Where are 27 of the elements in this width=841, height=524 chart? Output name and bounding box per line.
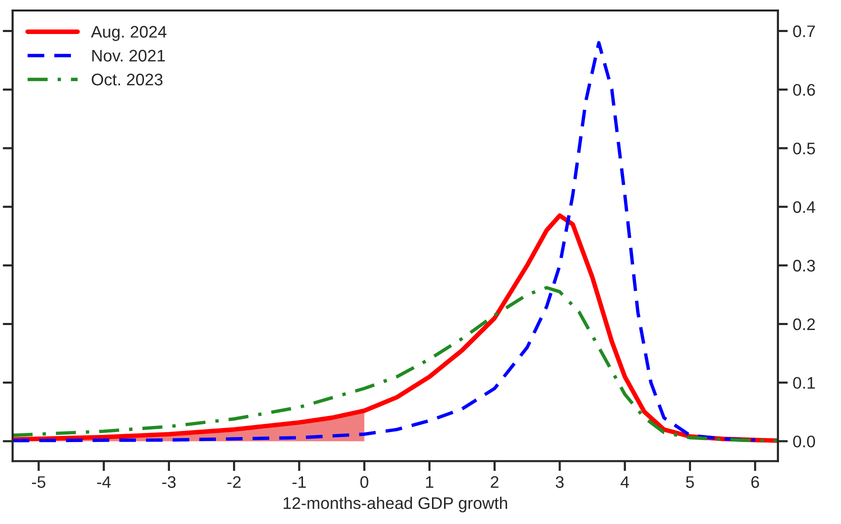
y-tick-label: 0.7 xyxy=(793,25,815,38)
x-tick-label: -4 xyxy=(97,476,111,488)
legend-label: Nov. 2021 xyxy=(92,50,165,62)
y-tick-label: 0.3 xyxy=(793,260,815,272)
x-tick-label: -2 xyxy=(227,476,241,488)
legend-label: Aug. 2024 xyxy=(90,26,166,42)
x-tick-label: -5 xyxy=(32,476,46,488)
x-axis-title: 12-months-ahead GDP growth xyxy=(284,496,508,512)
y-tick-label: 0.6 xyxy=(793,84,815,96)
x-tick-label: 5 xyxy=(686,476,694,488)
x-tick-label: 1 xyxy=(426,476,434,488)
y-tick-label: 0.0 xyxy=(793,436,816,448)
line-series xyxy=(12,286,778,442)
x-tick-label: -1 xyxy=(292,476,306,488)
y-tick-label: 0.5 xyxy=(793,142,815,154)
x-tick-label: -3 xyxy=(162,476,176,488)
legend-label: Oct. 2023 xyxy=(92,74,162,86)
x-tick-label: 2 xyxy=(490,476,498,488)
y-tick-label: 0.4 xyxy=(793,201,816,213)
line-series xyxy=(12,41,757,442)
x-tick-label: 3 xyxy=(556,476,564,488)
x-tick-label: 6 xyxy=(751,476,760,488)
y-tick-label: 0.2 xyxy=(793,318,815,330)
x-tick-label: 4 xyxy=(620,476,630,488)
line-series xyxy=(12,213,778,443)
x-tick-label: 0 xyxy=(360,476,368,488)
y-tick-label: 0.1 xyxy=(793,376,815,389)
